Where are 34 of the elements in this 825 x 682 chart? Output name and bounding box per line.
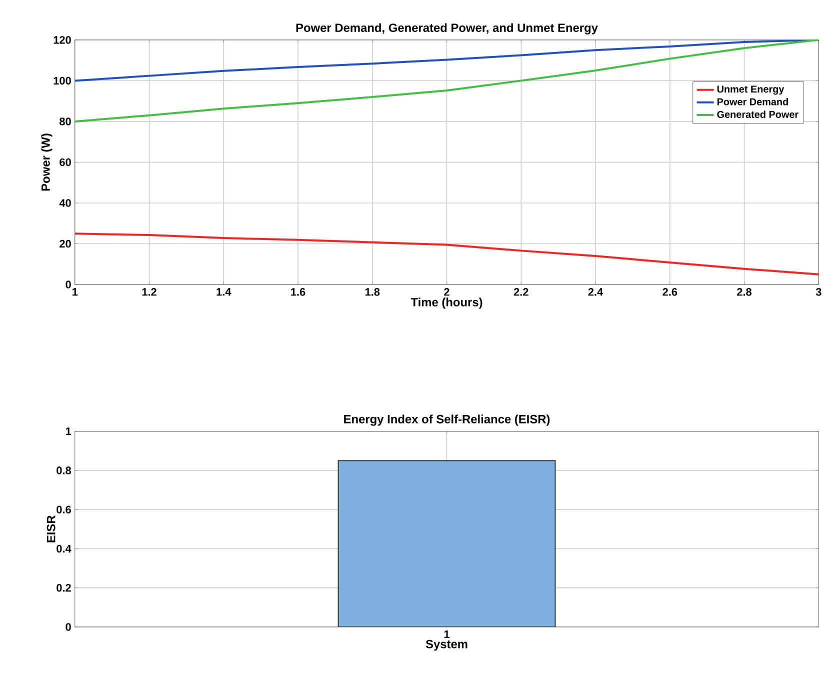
y-tick-label: 20 [60,240,71,248]
x-axis-title: System [426,640,468,651]
y-tick-label: 80 [60,118,71,126]
x-tick-label: 1.2 [142,288,156,296]
y-tick-label: 0.6 [56,506,71,514]
y-tick-label: 0.4 [56,544,72,553]
y-tick-label: 0 [66,280,71,288]
y-tick-label: 0.8 [56,466,72,474]
x-tick-label: 1.6 [291,288,306,296]
y-tick-label: 100 [54,76,71,85]
legend-label: Unmet Energy [717,86,784,95]
x-axis-title: Time (hours) [410,298,482,309]
x-tick-label: 1 [72,288,78,296]
y-tick-label: 120 [54,36,71,44]
x-tick-label: 2.4 [588,288,604,296]
x-tick-label: 3 [816,288,822,296]
y-tick-label: 0 [66,623,71,631]
x-tick-label: 1.8 [365,288,380,296]
y-axis-title: Power (W) [41,134,52,191]
legend-label: Generated Power [717,110,798,118]
chart-title: Energy Index of Self-Reliance (EISR) [344,414,550,426]
y-tick-label: 40 [59,199,71,207]
x-tick-label: 1.4 [216,288,232,296]
x-tick-label: 2.8 [737,288,752,296]
y-axis-title: EISR [46,515,56,542]
y-tick-label: 1 [66,428,72,436]
chart-title: Power Demand, Generated Power, and Unmet Energy [296,23,598,34]
y-tick-label: 0.2 [56,584,71,592]
x-tick-label: 2 [444,288,450,296]
y-tick-label: 60 [60,158,71,166]
line-series [74,40,819,123]
legend-label: Power Demand [717,98,788,106]
x-tick-label: 2.6 [662,288,678,296]
x-tick-label: 2.2 [514,288,528,296]
